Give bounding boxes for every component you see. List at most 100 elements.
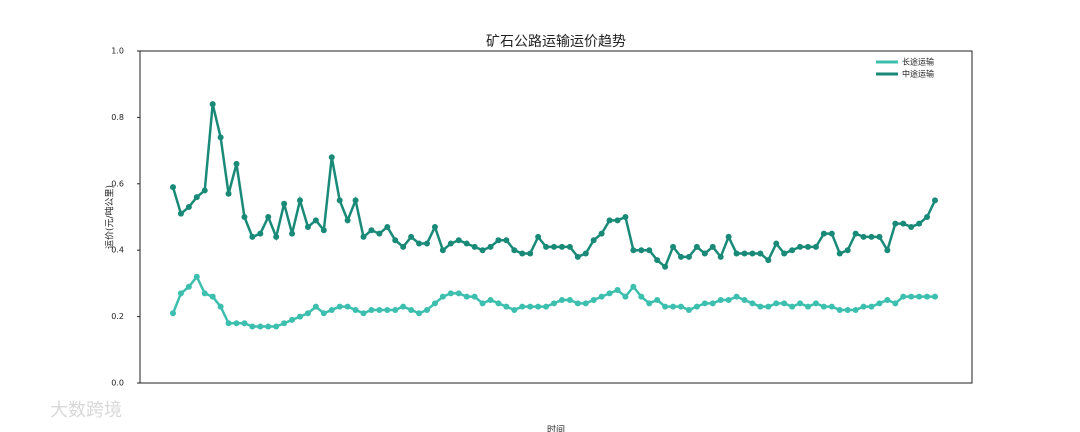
point	[884, 297, 891, 303]
series-line	[171, 103, 937, 269]
point	[606, 290, 613, 297]
point	[773, 240, 780, 247]
point	[185, 283, 192, 290]
point	[503, 237, 510, 244]
point	[828, 230, 835, 237]
point	[233, 320, 240, 327]
point	[741, 297, 748, 303]
point	[654, 297, 661, 303]
point	[297, 313, 303, 320]
point	[201, 290, 208, 297]
point	[384, 223, 391, 230]
point	[273, 233, 280, 240]
point	[789, 247, 796, 254]
point	[328, 154, 335, 161]
point	[511, 306, 518, 313]
point	[479, 247, 486, 254]
point	[781, 300, 788, 307]
point	[249, 233, 256, 240]
point	[487, 297, 494, 303]
point	[225, 320, 232, 327]
point	[844, 306, 851, 313]
point	[543, 303, 550, 310]
point	[630, 247, 637, 254]
y-axis-label: 运价(元/吨公里)	[104, 185, 116, 249]
point	[852, 306, 859, 313]
point	[511, 247, 518, 254]
point	[812, 300, 819, 307]
point	[447, 290, 454, 297]
point	[916, 220, 923, 227]
point	[606, 217, 613, 224]
point	[916, 293, 923, 300]
point	[519, 250, 526, 257]
point	[749, 250, 756, 257]
point	[622, 214, 629, 220]
point	[709, 300, 716, 307]
point	[654, 257, 661, 264]
point	[289, 230, 296, 237]
point	[217, 134, 224, 141]
point	[924, 293, 931, 300]
y-tick-label: 0.6	[111, 179, 124, 188]
point	[749, 300, 756, 307]
point	[439, 247, 446, 254]
point	[527, 250, 534, 257]
point	[320, 227, 327, 234]
point	[177, 210, 184, 217]
point	[360, 233, 367, 240]
point	[860, 233, 867, 240]
point	[733, 293, 740, 300]
point	[701, 300, 708, 307]
point	[932, 197, 938, 204]
point	[352, 306, 359, 313]
point	[495, 300, 502, 307]
point	[757, 303, 764, 310]
point	[257, 323, 264, 330]
point	[701, 250, 708, 257]
point	[693, 303, 700, 310]
point	[209, 293, 216, 300]
point	[193, 194, 200, 201]
point	[447, 240, 454, 247]
point	[836, 306, 843, 313]
point	[376, 230, 383, 237]
point	[614, 217, 621, 224]
legend-label: 中途运输	[902, 69, 934, 79]
point	[828, 303, 835, 310]
plot-frame	[139, 50, 973, 384]
point	[241, 214, 248, 220]
point	[805, 243, 811, 250]
point	[820, 303, 827, 310]
point	[693, 243, 700, 250]
watermark: 大数跨境	[50, 400, 122, 421]
point	[717, 253, 724, 260]
point	[908, 223, 915, 230]
point	[781, 250, 788, 257]
point	[757, 250, 764, 257]
point	[289, 316, 296, 323]
point	[678, 253, 684, 260]
point	[670, 243, 677, 250]
point	[297, 197, 303, 204]
point	[439, 293, 446, 300]
point	[924, 214, 931, 220]
point	[431, 223, 438, 230]
point	[908, 293, 915, 300]
point	[805, 303, 811, 310]
point	[860, 303, 867, 310]
point	[527, 303, 534, 310]
point	[566, 297, 573, 303]
point	[400, 303, 407, 310]
point	[304, 310, 311, 317]
point	[336, 303, 343, 310]
point	[384, 306, 391, 313]
point	[551, 243, 557, 250]
point	[725, 297, 732, 303]
point	[455, 290, 462, 297]
legend-label: 长途运输	[902, 57, 934, 67]
point	[836, 250, 843, 257]
point	[463, 293, 470, 300]
point	[225, 190, 232, 197]
point	[344, 303, 351, 310]
